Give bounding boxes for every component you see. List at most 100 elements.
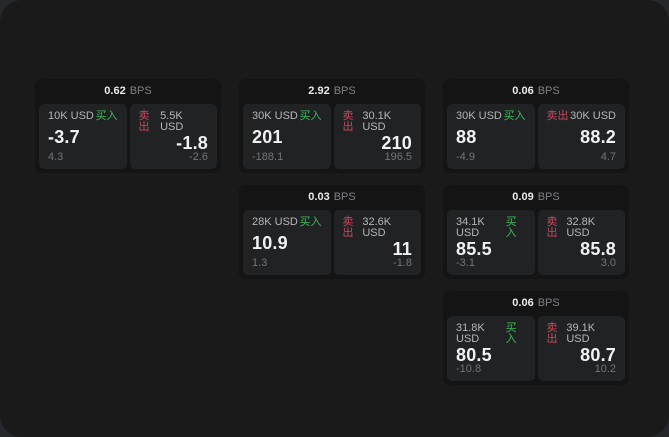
buy-price: 201	[252, 127, 283, 147]
sell-label: 卖出	[138, 110, 150, 133]
spread-value: 0.03	[308, 191, 330, 203]
sell-size: 32.8K USD	[566, 216, 596, 239]
buy-size: 30K USD	[252, 110, 298, 122]
sell-delta: 196.5	[384, 151, 412, 163]
sell-price: 80.7	[580, 344, 616, 365]
card-header: 0.09 BPS	[443, 185, 629, 210]
spread-value: 0.06	[512, 297, 534, 309]
buy-panel-top: 30K USD 买入	[456, 111, 526, 122]
sell-label: 卖出	[342, 216, 354, 239]
spread-unit: BPS	[129, 85, 152, 97]
sell-panel-top: 卖出 32.6K USD	[343, 217, 413, 239]
quote-panels: 10K USD 买入 -3.7 4.3 卖出 5.5K USD -1.8 -2.…	[35, 104, 221, 173]
buy-delta: -10.8	[456, 363, 482, 375]
card-header: 2.92 BPS	[239, 79, 425, 104]
buy-delta: -188.1	[252, 151, 284, 163]
buy-price: 88	[456, 127, 477, 147]
sell-delta: 10.2	[594, 363, 616, 375]
sell-price: 210	[381, 132, 412, 153]
buy-size: 28K USD	[252, 216, 298, 228]
buy-panel[interactable]: 28K USD 买入 10.9 1.3	[243, 210, 331, 275]
sell-size: 30K USD	[570, 110, 616, 122]
sell-size: 39.1K USD	[566, 322, 596, 345]
buy-price: 80.5	[456, 344, 492, 365]
buy-delta: 4.3	[48, 151, 64, 163]
buy-price: 10.9	[252, 233, 288, 253]
quote-panels: 30K USD 买入 201 -188.1 卖出 30.1K USD 210 1…	[239, 104, 425, 173]
spread-value: 0.06	[512, 85, 534, 97]
quote-panels: 31.8K USD 买入 80.5 -10.8 卖出 39.1K USD 80.…	[443, 316, 629, 385]
quote-grid: 0.62 BPS 10K USD 买入 -3.7 4.3 卖出 5.5K USD	[35, 79, 629, 385]
spread-value: 0.09	[512, 191, 534, 203]
buy-price: 85.5	[456, 238, 492, 259]
spread-unit: BPS	[537, 85, 560, 97]
sell-price: 88.2	[580, 127, 616, 147]
buy-label: 买入	[299, 110, 322, 122]
sell-delta: -2.6	[189, 151, 208, 163]
buy-label: 买入	[505, 322, 517, 345]
card-header: 0.06 BPS	[443, 79, 629, 104]
buy-size: 30K USD	[456, 110, 502, 122]
buy-panel[interactable]: 30K USD 买入 201 -188.1	[243, 104, 331, 169]
buy-delta: -4.9	[456, 151, 475, 163]
sell-delta: 4.7	[600, 151, 616, 163]
sell-label: 卖出	[342, 110, 354, 133]
buy-panel-top: 31.8K USD 买入	[456, 323, 526, 345]
buy-panel-top: 28K USD 买入	[252, 217, 322, 228]
spread-unit: BPS	[537, 191, 560, 203]
card-header: 0.03 BPS	[239, 185, 425, 210]
spread-unit: BPS	[333, 85, 356, 97]
buy-panel[interactable]: 30K USD 买入 88 -4.9	[447, 104, 535, 169]
sell-size: 5.5K USD	[160, 110, 184, 133]
buy-delta: 1.3	[252, 257, 268, 269]
spread-value: 2.92	[308, 85, 330, 97]
sell-panel[interactable]: 卖出 32.8K USD 85.8 3.0	[537, 210, 625, 275]
sell-panel[interactable]: 卖出 32.6K USD 11 -1.8	[333, 210, 421, 275]
sell-price: 85.8	[580, 238, 616, 259]
buy-price: -3.7	[48, 127, 80, 147]
buy-size: 34.1K USD	[456, 216, 485, 239]
sell-price: -1.8	[176, 132, 208, 153]
buy-panel-top: 30K USD 买入	[252, 111, 322, 122]
sell-label: 卖出	[546, 322, 558, 345]
sell-panel-top: 卖出 30K USD	[547, 111, 617, 122]
buy-label: 买入	[299, 216, 322, 228]
spread-unit: BPS	[537, 297, 560, 309]
sell-panel-top: 卖出 30.1K USD	[343, 111, 413, 133]
quote-card: 0.06 BPS 31.8K USD 买入 80.5 -10.8 卖出 39.1…	[443, 291, 629, 385]
buy-size: 31.8K USD	[456, 322, 485, 345]
sell-size: 32.6K USD	[362, 216, 392, 239]
buy-size: 10K USD	[48, 110, 94, 122]
sell-panel-top: 卖出 5.5K USD	[139, 111, 209, 133]
quote-card: 0.09 BPS 34.1K USD 买入 85.5 -3.1 卖出 32.8K…	[443, 185, 629, 279]
buy-label: 买入	[503, 110, 526, 122]
sell-panel[interactable]: 卖出 5.5K USD -1.8 -2.6	[129, 104, 217, 169]
quote-panels: 30K USD 买入 88 -4.9 卖出 30K USD 88.2 4.7	[443, 104, 629, 173]
buy-delta: -3.1	[456, 257, 475, 269]
sell-panel[interactable]: 卖出 39.1K USD 80.7 10.2	[537, 316, 625, 381]
sell-label: 卖出	[546, 216, 558, 239]
buy-panel[interactable]: 31.8K USD 买入 80.5 -10.8	[447, 316, 535, 381]
quote-panels: 34.1K USD 买入 85.5 -3.1 卖出 32.8K USD 85.8…	[443, 210, 629, 279]
sell-price: 11	[392, 238, 412, 259]
quote-card: 2.92 BPS 30K USD 买入 201 -188.1 卖出 30.1K …	[239, 79, 425, 173]
quote-panels: 28K USD 买入 10.9 1.3 卖出 32.6K USD 11 -1.8	[239, 210, 425, 279]
spread-unit: BPS	[333, 191, 356, 203]
buy-label: 买入	[95, 110, 118, 122]
quote-card: 0.03 BPS 28K USD 买入 10.9 1.3 卖出 32.6K US…	[239, 185, 425, 279]
sell-panel[interactable]: 卖出 30.1K USD 210 196.5	[333, 104, 421, 169]
sell-size: 30.1K USD	[362, 110, 392, 133]
sell-delta: -1.8	[393, 257, 412, 269]
buy-panel-top: 10K USD 买入	[48, 111, 118, 122]
sell-panel[interactable]: 卖出 30K USD 88.2 4.7	[537, 104, 625, 169]
buy-panel[interactable]: 10K USD 买入 -3.7 4.3	[39, 104, 127, 169]
spread-value: 0.62	[104, 85, 126, 97]
sell-panel-top: 卖出 32.8K USD	[547, 217, 617, 239]
card-header: 0.62 BPS	[35, 79, 221, 104]
buy-label: 买入	[505, 216, 517, 239]
buy-panel[interactable]: 34.1K USD 买入 85.5 -3.1	[447, 210, 535, 275]
sell-panel-top: 卖出 39.1K USD	[547, 323, 617, 345]
quote-card: 0.06 BPS 30K USD 买入 88 -4.9 卖出 30K USD	[443, 79, 629, 173]
sell-delta: 3.0	[600, 257, 616, 269]
